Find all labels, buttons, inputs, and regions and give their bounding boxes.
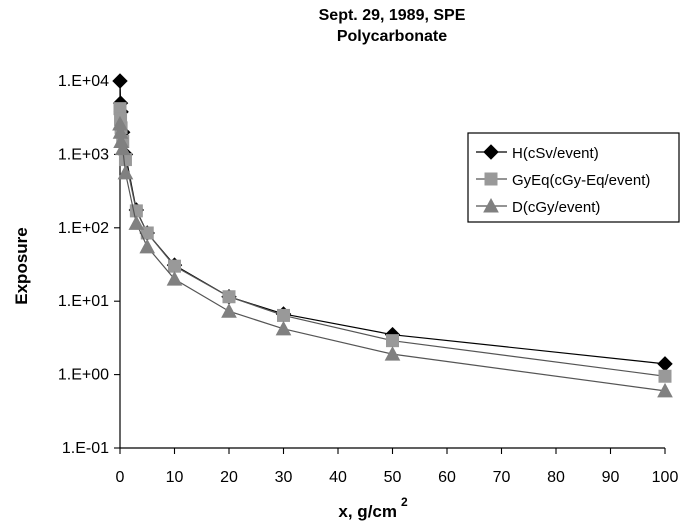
x-tick-label: 50 (384, 469, 402, 486)
series-3-point (384, 346, 401, 361)
legend-entry: H(cSv/event) (476, 144, 599, 162)
legend-entry: D(cGy/event) (476, 197, 600, 216)
y-axis-title: Exposure (12, 227, 31, 304)
series-1-point (657, 356, 673, 372)
series-1-point (112, 73, 128, 89)
series-2-point (113, 102, 127, 116)
x-tick-label: 60 (438, 469, 456, 486)
x-axis-title-superscript: 2 (401, 495, 408, 509)
legend-label: GyEq(cGy-Eq/event) (512, 172, 650, 189)
x-tick-label: 80 (547, 469, 565, 486)
series-3-point (275, 320, 292, 336)
legend-marker-triangle (483, 197, 499, 213)
series-2-point (277, 308, 290, 322)
series-2-point (222, 290, 236, 304)
series-3-point (117, 164, 134, 180)
x-tick-label: 30 (275, 469, 293, 486)
series-2-point (168, 259, 181, 273)
x-tick-label: 90 (602, 469, 620, 486)
x-tick-label: 10 (166, 469, 184, 486)
legend-label: D(cGy/event) (512, 199, 600, 216)
legend-marker-square (484, 172, 498, 186)
y-tick-label: 1.E+04 (58, 73, 109, 90)
series-3-point (114, 140, 131, 156)
chart-subtitle: Polycarbonate (337, 28, 447, 45)
legend-label: H(cSv/event) (512, 145, 599, 162)
series-3-point (657, 382, 673, 398)
x-axis-title: x, g/cm (338, 502, 397, 521)
x-tick-label: 100 (652, 469, 679, 486)
y-tick-label: 1.E+03 (58, 146, 109, 163)
legend-entry: GyEq(cGy-Eq/event) (476, 172, 650, 189)
series-3 (112, 115, 673, 398)
axes-layer: 1.E-01 1.E+00 1.E+01 1.E+02 1.E+03 1.E+04 0 10 2… (58, 73, 679, 486)
series-3-point (166, 271, 183, 286)
series-2-point (658, 369, 672, 383)
series-2-point (118, 153, 132, 167)
y-tick-label: 1.E+00 (58, 367, 109, 384)
x-tick-label: 70 (493, 469, 511, 486)
legend-box (467, 132, 680, 223)
y-tick-label: 1.E-01 (62, 440, 109, 457)
chart-title: Sept. 29, 1989, SPE (319, 7, 466, 24)
series-3-point (139, 238, 156, 254)
x-tick-label: 0 (116, 469, 125, 486)
x-tick-label: 20 (220, 469, 238, 486)
y-tick-label: 1.E+02 (58, 220, 109, 237)
y-tick-label: 1.E+01 (58, 293, 109, 310)
series-layer (112, 73, 673, 398)
series-3-point (128, 215, 145, 230)
series-2-point (386, 334, 399, 348)
legend-marker-diamond (483, 144, 499, 160)
x-tick-label: 40 (329, 469, 347, 486)
chart-legend: H(cSv/event) GyEq(cGy-Eq/event) D(cGy/even… (467, 132, 680, 223)
series-3-point (221, 303, 237, 318)
